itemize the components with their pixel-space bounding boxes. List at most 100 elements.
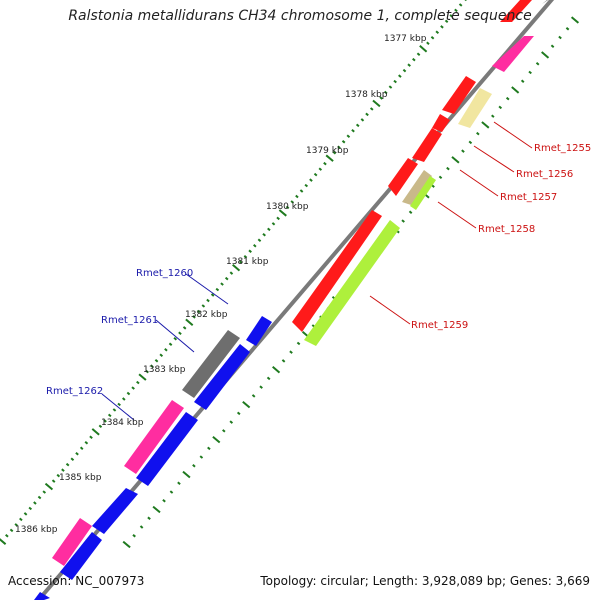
- minor-tick: [402, 220, 404, 222]
- leader-rmet-1257: [460, 170, 498, 196]
- minor-tick: [537, 63, 539, 65]
- kbp-label: 1384 kbp: [101, 418, 144, 428]
- major-tick: [373, 101, 380, 107]
- minor-tick: [258, 239, 260, 241]
- minor-tick: [343, 141, 345, 143]
- minor-tick: [529, 72, 531, 74]
- minor-tick: [67, 464, 69, 466]
- kbp-label: 1383 kbp: [143, 365, 186, 375]
- minor-tick: [417, 53, 419, 55]
- kbp-label: 1386 kbp: [15, 525, 58, 535]
- gene-label-rmet-1262[interactable]: Rmet_1262: [46, 386, 103, 397]
- major-tick: [186, 319, 193, 325]
- major-tick: [273, 367, 280, 373]
- minor-tick: [499, 106, 501, 108]
- major-tick: [213, 437, 220, 443]
- minor-tick: [413, 59, 415, 61]
- minor-tick: [221, 283, 223, 285]
- gene-arrow[interactable]: [34, 592, 50, 600]
- minor-tick: [90, 436, 92, 438]
- leader-rmet-1258: [438, 202, 476, 228]
- minor-tick: [361, 119, 363, 121]
- minor-tick: [165, 349, 167, 351]
- minor-tick: [226, 278, 228, 280]
- minor-tick: [148, 517, 150, 519]
- minor-tick: [230, 272, 232, 274]
- gene-arrow[interactable]: [432, 114, 450, 132]
- minor-tick: [319, 168, 321, 170]
- minor-tick: [160, 354, 162, 356]
- major-tick: [326, 155, 333, 161]
- kbp-label: 1382 kbp: [185, 310, 228, 320]
- minor-tick: [394, 81, 396, 83]
- minor-tick: [200, 456, 202, 458]
- minor-tick: [551, 45, 553, 47]
- minor-tick: [208, 447, 210, 449]
- minor-tick: [315, 174, 317, 176]
- minor-tick: [399, 75, 401, 77]
- leader-rmet-1256: [474, 146, 514, 172]
- minor-tick: [263, 234, 265, 236]
- topology-text: Topology: circular; Length: 3,928,089 bp…: [260, 574, 590, 588]
- gene-label-rmet-1255[interactable]: Rmet_1255: [534, 143, 591, 154]
- major-tick: [542, 52, 549, 58]
- minor-tick: [118, 404, 120, 406]
- minor-tick: [290, 351, 292, 353]
- minor-tick: [109, 414, 111, 416]
- minor-tick: [113, 409, 115, 411]
- gene-arrow[interactable]: [412, 128, 442, 162]
- minor-tick: [357, 124, 359, 126]
- minor-tick: [352, 130, 354, 132]
- accession-text: Accession: NC_007973: [8, 574, 144, 588]
- minor-tick: [282, 360, 284, 362]
- major-tick: [139, 374, 146, 380]
- minor-tick: [469, 141, 471, 143]
- gene-label-rmet-1257[interactable]: Rmet_1257: [500, 192, 557, 203]
- minor-tick: [507, 98, 509, 100]
- minor-tick: [202, 305, 204, 307]
- minor-tick: [371, 108, 373, 110]
- minor-tick: [163, 500, 165, 502]
- gene-label-rmet-1261[interactable]: Rmet_1261: [101, 315, 158, 326]
- minor-tick: [223, 430, 225, 432]
- major-tick: [512, 87, 519, 93]
- minor-tick: [436, 31, 438, 33]
- gene-label-rmet-1258[interactable]: Rmet_1258: [478, 224, 535, 235]
- minor-tick: [53, 480, 55, 482]
- minor-tick: [441, 26, 443, 28]
- gene-arrow[interactable]: [92, 488, 138, 534]
- minor-tick: [566, 28, 568, 30]
- minor-tick: [193, 465, 195, 467]
- minor-tick: [184, 327, 186, 329]
- minor-tick: [24, 513, 26, 515]
- leader-rmet-1262: [102, 394, 134, 420]
- minor-tick: [76, 453, 78, 455]
- minor-tick: [427, 42, 429, 44]
- minor-tick: [127, 393, 129, 395]
- minor-tick: [141, 526, 143, 528]
- minor-tick: [268, 228, 270, 230]
- minor-tick: [71, 458, 73, 460]
- minor-tick: [403, 70, 405, 72]
- major-tick: [46, 484, 53, 490]
- minor-tick: [170, 491, 172, 493]
- minor-tick: [238, 412, 240, 414]
- minor-tick: [272, 223, 274, 225]
- minor-tick: [81, 447, 83, 449]
- minor-tick: [431, 37, 433, 39]
- gene-label-rmet-1256[interactable]: Rmet_1256: [516, 169, 573, 180]
- major-tick: [243, 402, 250, 408]
- leader-rmet-1261: [156, 320, 194, 352]
- major-tick: [420, 46, 427, 52]
- minor-tick: [216, 289, 218, 291]
- outer-tick-marks: [0, 0, 473, 553]
- gene-arrow[interactable]: [492, 36, 534, 72]
- minor-tick: [408, 64, 410, 66]
- gene-label-rmet-1259[interactable]: Rmet_1259: [411, 320, 468, 331]
- minor-tick: [132, 387, 134, 389]
- minor-tick: [155, 360, 157, 362]
- minor-tick: [559, 37, 561, 39]
- gene-label-rmet-1260[interactable]: Rmet_1260: [136, 268, 193, 279]
